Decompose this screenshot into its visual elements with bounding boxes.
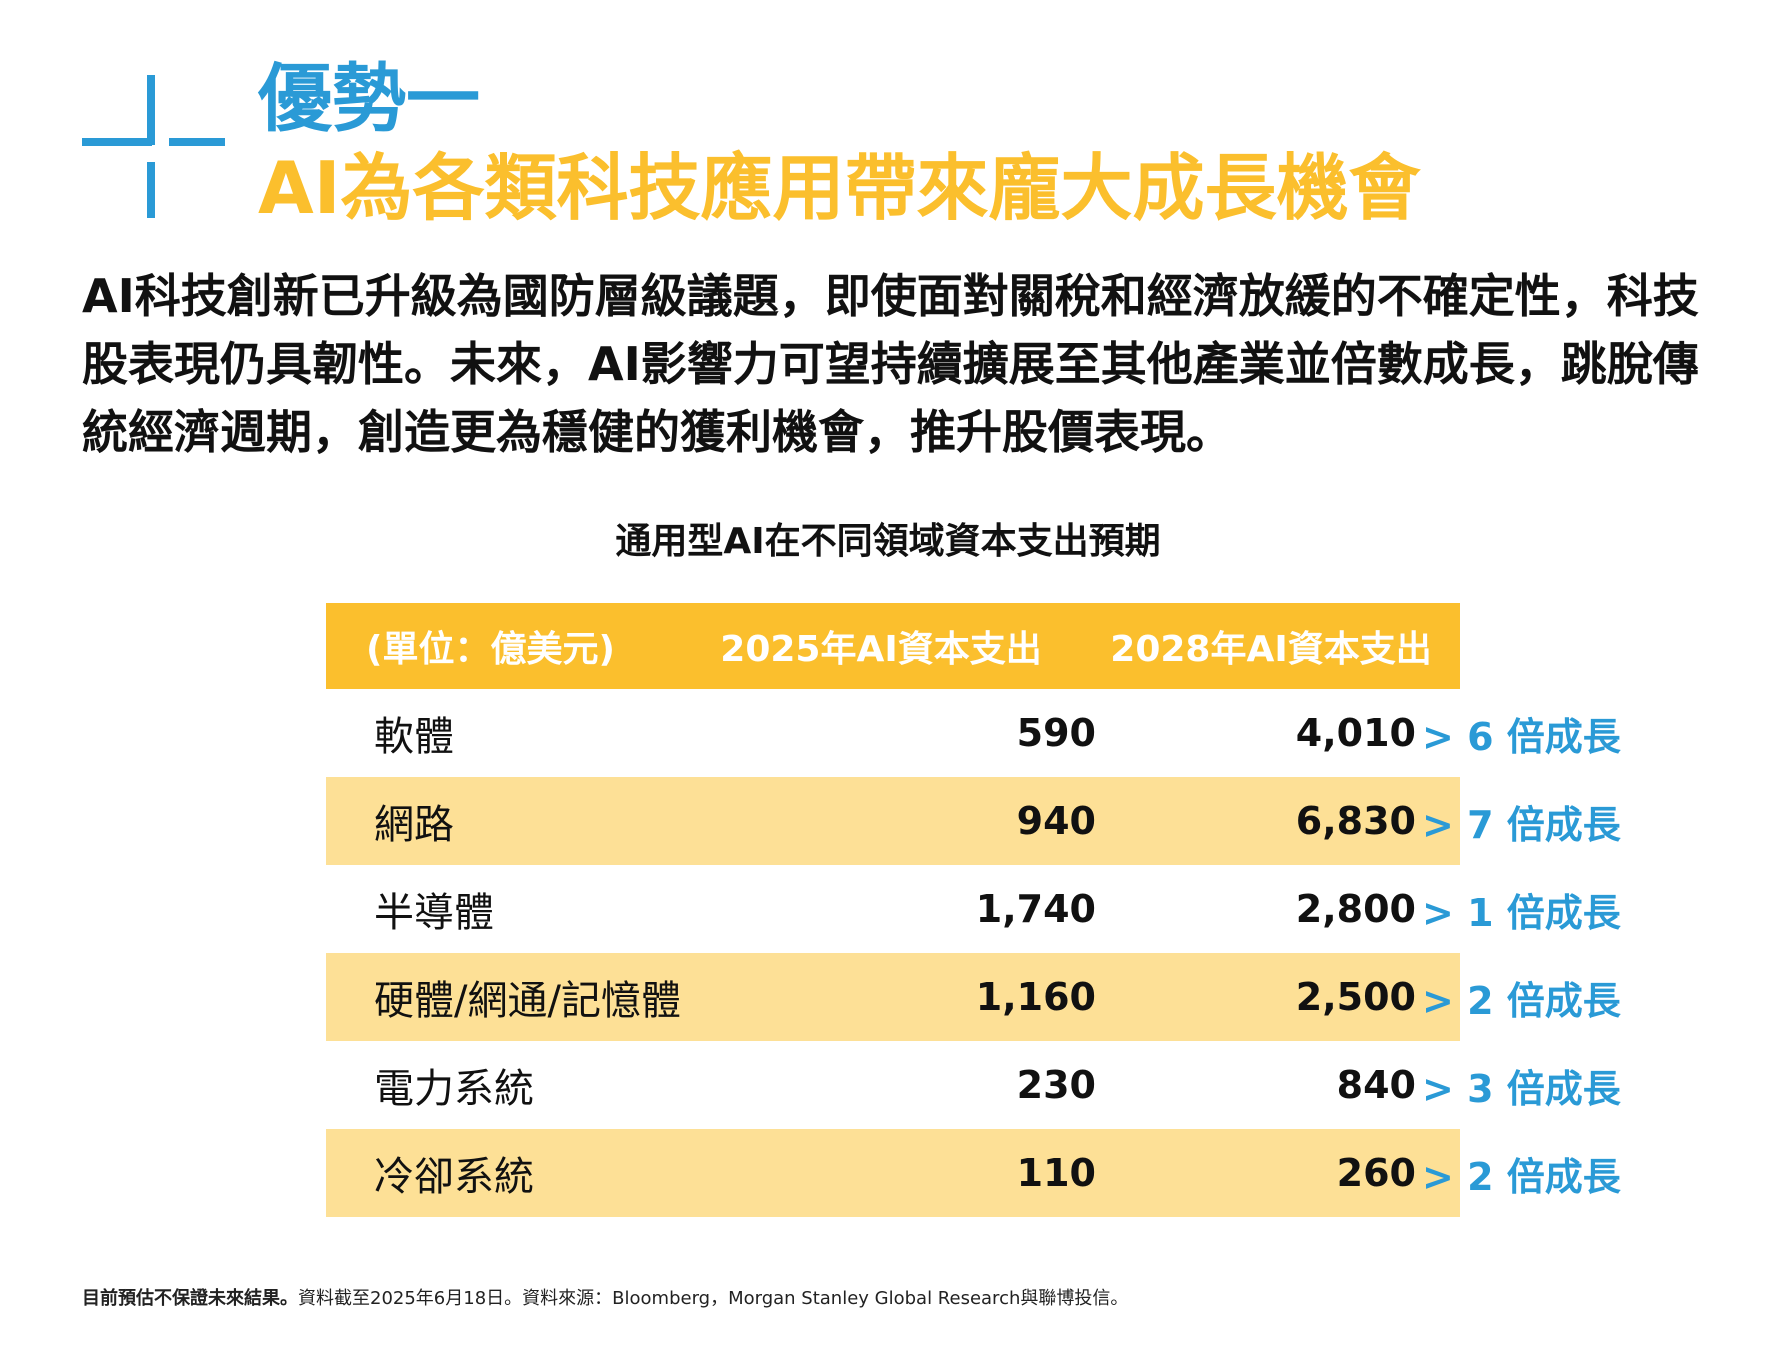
- table-row: 硬體/網通/記憶體 1,160 2,500 > 2 倍成長: [326, 953, 1460, 1041]
- footnote: 目前預估不保證未來結果。資料截至2025年6月18日。資料來源：Bloomber…: [82, 1290, 1128, 1308]
- footnote-source: 資料截至2025年6月18日。資料來源：Bloomberg，Morgan Sta…: [298, 1288, 1128, 1309]
- table-title: 通用型AI在不同領域資本支出預期: [0, 524, 1776, 560]
- header-2025: 2025年AI資本支出: [716, 603, 1046, 689]
- row-value-2025: 590: [826, 689, 1096, 777]
- header-2028: 2028年AI資本支出: [1106, 603, 1436, 689]
- row-category: 電力系統: [374, 1041, 534, 1129]
- row-growth: > 2 倍成長: [1422, 1129, 1621, 1217]
- row-growth: > 2 倍成長: [1422, 953, 1621, 1041]
- table-row: 電力系統 230 840 > 3 倍成長: [326, 1041, 1460, 1129]
- row-value-2028: 4,010: [1126, 689, 1416, 777]
- crosshair-logo-icon: [0, 0, 240, 240]
- page-title: 優勢一: [258, 62, 480, 136]
- table-row: 網路 940 6,830 > 7 倍成長: [326, 777, 1460, 865]
- row-category: 硬體/網通/記憶體: [374, 953, 681, 1041]
- row-value-2028: 6,830: [1126, 777, 1416, 865]
- row-value-2028: 840: [1126, 1041, 1416, 1129]
- row-growth: > 3 倍成長: [1422, 1041, 1621, 1129]
- row-category: 半導體: [374, 865, 494, 953]
- capex-table: (單位：億美元) 2025年AI資本支出 2028年AI資本支出 軟體 590 …: [326, 603, 1460, 1217]
- footnote-disclaimer: 目前預估不保證未來結果。: [82, 1288, 298, 1309]
- row-growth: > 6 倍成長: [1422, 689, 1621, 777]
- page-subtitle: AI為各類科技應用帶來龐大成長機會: [258, 152, 1421, 224]
- row-value-2025: 1,160: [826, 953, 1096, 1041]
- table-header-row: (單位：億美元) 2025年AI資本支出 2028年AI資本支出: [326, 603, 1460, 689]
- row-value-2028: 2,800: [1126, 865, 1416, 953]
- table-row: 半導體 1,740 2,800 > 1 倍成長: [326, 865, 1460, 953]
- row-value-2025: 110: [826, 1129, 1096, 1217]
- row-category: 軟體: [374, 689, 454, 777]
- row-category: 網路: [374, 777, 454, 865]
- row-value-2028: 260: [1126, 1129, 1416, 1217]
- table-row: 軟體 590 4,010 > 6 倍成長: [326, 689, 1460, 777]
- row-value-2025: 230: [826, 1041, 1096, 1129]
- row-value-2025: 1,740: [826, 865, 1096, 953]
- row-value-2028: 2,500: [1126, 953, 1416, 1041]
- row-value-2025: 940: [826, 777, 1096, 865]
- header-unit: (單位：億美元): [366, 603, 615, 689]
- row-category: 冷卻系統: [374, 1129, 534, 1217]
- row-growth: > 7 倍成長: [1422, 777, 1621, 865]
- table-row: 冷卻系統 110 260 > 2 倍成長: [326, 1129, 1460, 1217]
- intro-paragraph: AI科技創新已升級為國防層級議題，即使面對關稅和經濟放緩的不確定性，科技股表現仍…: [82, 262, 1712, 466]
- row-growth: > 1 倍成長: [1422, 865, 1621, 953]
